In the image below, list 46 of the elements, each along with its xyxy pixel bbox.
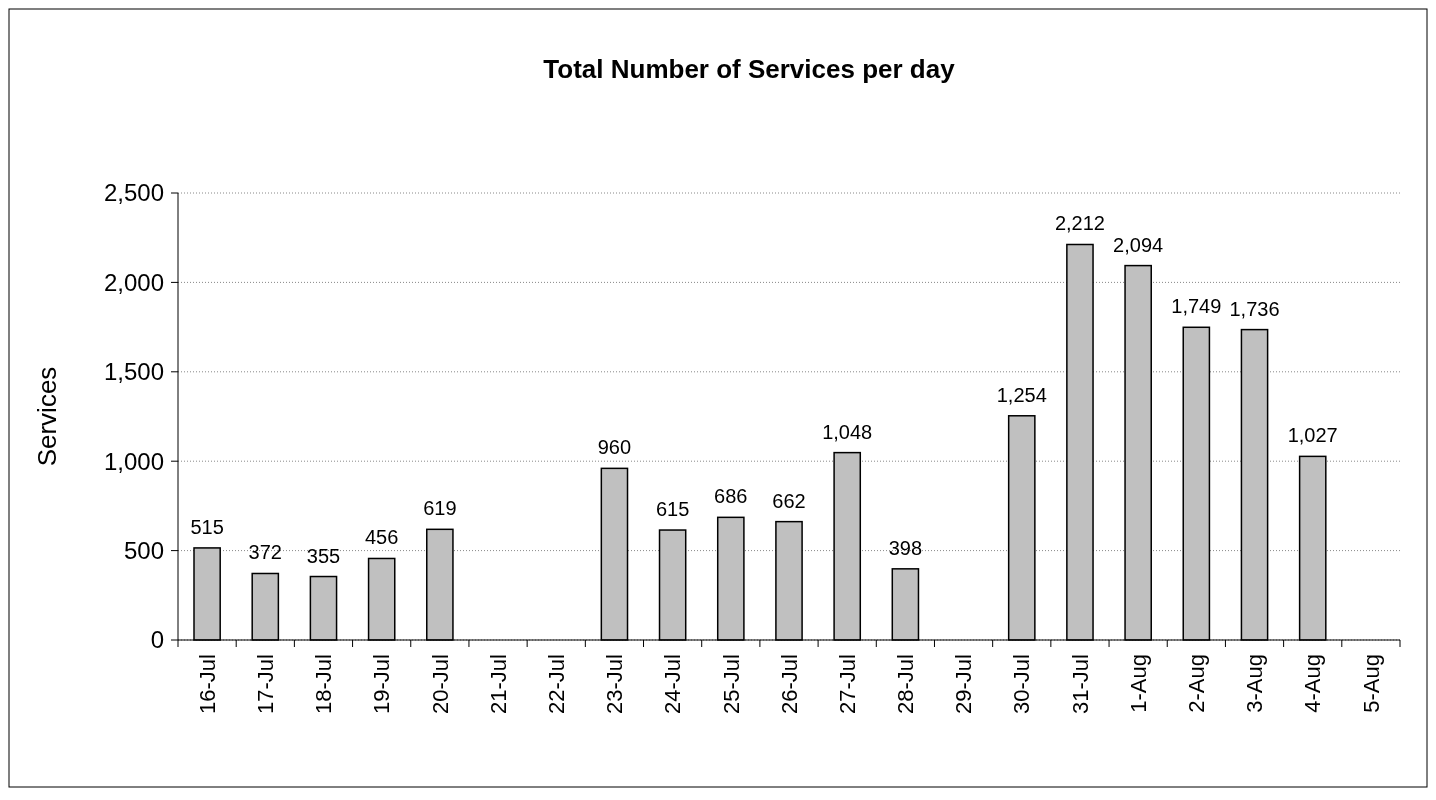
data-label: 372 [248,541,282,564]
x-tick-label: 2-Aug [1184,654,1210,713]
data-label: 2,094 [1113,233,1164,256]
x-tick-label: 31-Jul [1067,654,1093,714]
data-label: 662 [772,489,806,512]
x-tick-label: 20-Jul [427,654,453,714]
data-label: 619 [423,497,457,520]
x-tick-label: 21-Jul [485,654,511,714]
x-tick-label: 23-Jul [602,654,628,714]
x-tick-label: 28-Jul [893,654,919,714]
data-label: 456 [364,526,399,549]
x-tick-label: 4-Aug [1300,654,1326,713]
y-tick-label: 0 [150,626,164,654]
x-tick-label: 19-Jul [369,654,395,714]
data-label: 355 [306,544,341,567]
y-tick-label: 2,000 [103,268,164,296]
x-tick-label: 27-Jul [834,654,860,714]
data-label: 515 [190,515,224,538]
data-label: 1,749 [1171,295,1222,318]
data-label: 1,048 [822,420,873,443]
x-tick-label: 30-Jul [1009,654,1035,714]
y-axis-title: Services [32,366,62,467]
x-tick-label: 29-Jul [951,654,977,714]
y-tick-label: 1,000 [103,447,164,475]
data-label: 686 [714,485,748,508]
x-tick-label: 5-Aug [1358,654,1384,713]
data-label: 615 [655,498,690,521]
data-label: 1,254 [996,383,1047,406]
x-tick-label: 16-Jul [194,654,220,714]
data-label: 1,027 [1287,424,1338,447]
x-tick-label: 3-Aug [1242,654,1268,713]
x-tick-label: 26-Jul [776,654,802,714]
x-tick-label: 25-Jul [718,654,744,714]
x-tick-label: 17-Jul [252,654,278,714]
x-tick-label: 24-Jul [660,654,686,714]
data-label: 1,736 [1229,297,1280,320]
data-label: 2,212 [1054,212,1105,235]
x-tick-label: 22-Jul [543,654,569,714]
y-tick-label: 2,500 [103,179,164,207]
data-label: 960 [597,436,632,459]
y-tick-label: 1,500 [103,358,164,386]
x-tick-label: 1-Aug [1125,654,1151,713]
chart-title: Total Number of Services per day [543,54,956,84]
y-tick-label: 500 [123,537,164,564]
data-label: 398 [888,536,923,559]
x-tick-label: 18-Jul [311,654,337,714]
